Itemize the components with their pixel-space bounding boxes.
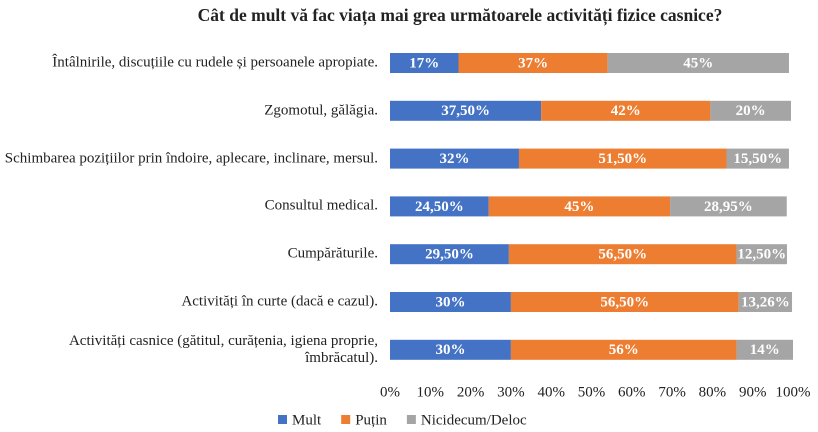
category-label: Cumpărăturile. <box>287 245 378 262</box>
value-label: 42% <box>611 103 641 119</box>
value-label: 37,50% <box>441 103 490 119</box>
category-label: Activități în curte (dacă e cazul). <box>181 293 378 310</box>
category-label: Zgomotul, gălăgia. <box>264 102 378 119</box>
value-label: 15,50% <box>733 151 782 167</box>
value-label: 30% <box>435 342 465 358</box>
x-tick-label: 90% <box>739 384 767 400</box>
legend-swatch <box>406 415 416 424</box>
bar-segment <box>508 244 737 265</box>
x-tick-label: 100% <box>776 384 811 400</box>
x-tick-label: 20% <box>457 384 485 400</box>
bar-segment <box>390 100 542 121</box>
value-label: 12,50% <box>737 247 786 263</box>
category-label: Consultul medical. <box>264 197 378 214</box>
category-label: Întâlnirile, discuțiile cu rudele și per… <box>52 54 378 71</box>
bar-segment <box>518 148 727 169</box>
legend-swatch <box>278 415 287 424</box>
bar-segment <box>458 53 608 73</box>
legend-label: Puțin <box>355 412 387 428</box>
value-label: 56% <box>609 342 639 358</box>
bar-segment <box>736 339 793 360</box>
value-label: 24,50% <box>415 199 464 215</box>
bar-segment <box>726 148 789 169</box>
bar-segment <box>488 196 671 217</box>
value-label: 28,95% <box>704 199 753 215</box>
x-tick-label: 70% <box>658 384 686 400</box>
category-label: Schimbarea pozițiilor prin îndoire, aple… <box>4 150 378 167</box>
bar-segment <box>390 148 519 169</box>
x-tick-label: 50% <box>578 384 606 400</box>
bar-segment <box>510 292 739 312</box>
bar-segment <box>541 100 711 121</box>
x-tick-label: 40% <box>537 384 565 400</box>
x-tick-label: 10% <box>417 384 445 400</box>
bar-segment <box>510 339 737 360</box>
bar-segment <box>390 339 511 360</box>
category-label: Activități casnice (gătitul, curățenia, … <box>68 332 378 366</box>
bar-segment <box>390 53 459 73</box>
value-label: 29,50% <box>425 247 474 263</box>
value-label: 30% <box>435 294 465 310</box>
bar-segment <box>670 196 787 217</box>
bar-segment <box>738 292 793 312</box>
value-label: 37% <box>518 55 548 71</box>
bar-segment <box>390 196 489 217</box>
value-label: 20% <box>736 103 766 119</box>
value-label: 45% <box>683 55 713 71</box>
x-tick-label: 0% <box>380 384 400 400</box>
x-tick-label: 30% <box>497 384 525 400</box>
bar-segment <box>390 292 511 312</box>
value-label: 17% <box>409 55 439 71</box>
value-label: 51,50% <box>598 151 647 167</box>
value-label: 13,26% <box>741 294 790 310</box>
value-label: 14% <box>750 342 780 358</box>
value-label: 56,50% <box>598 247 647 263</box>
value-label: 32% <box>439 151 469 167</box>
x-tick-label: 80% <box>699 384 727 400</box>
legend-label: Nicidecum/Deloc <box>421 412 527 428</box>
bar-segment <box>607 53 789 73</box>
value-label: 45% <box>564 199 594 215</box>
value-label: 56,50% <box>600 294 649 310</box>
bar-segment <box>736 244 787 265</box>
x-tick-label: 60% <box>618 384 646 400</box>
legend-label: Mult <box>292 412 322 428</box>
legend-swatch <box>341 415 351 424</box>
bar-segment <box>390 244 509 265</box>
chart-title: Cât de mult vă fac viața mai grea următo… <box>198 5 723 26</box>
bar-segment <box>710 100 791 121</box>
